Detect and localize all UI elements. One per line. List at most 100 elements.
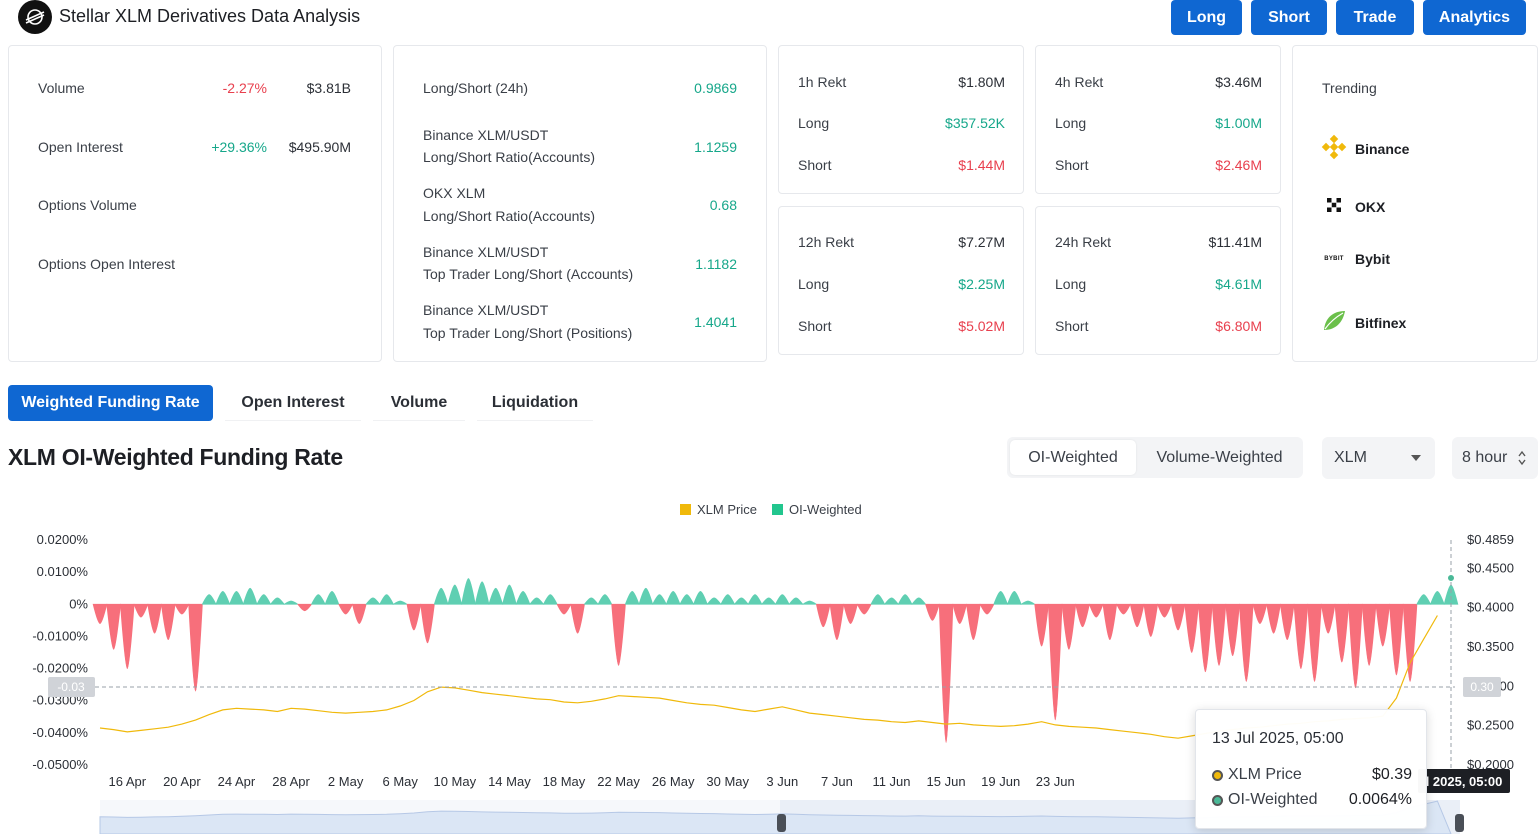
legend-label-oi: OI-Weighted bbox=[789, 502, 862, 517]
tab-liquidation[interactable]: Liquidation bbox=[477, 385, 593, 421]
tab-weighted-funding-rate[interactable]: Weighted Funding Rate bbox=[8, 385, 213, 421]
interval-select[interactable]: 8 hour bbox=[1452, 437, 1538, 479]
funding-bar bbox=[1402, 603, 1418, 682]
funding-bar bbox=[120, 603, 135, 669]
funding-bar bbox=[1061, 603, 1077, 650]
funding-bar bbox=[1266, 603, 1281, 634]
funding-bar bbox=[529, 597, 545, 605]
funding-bar bbox=[447, 584, 463, 605]
funding-bar bbox=[583, 597, 599, 605]
analytics-button[interactable]: Analytics bbox=[1423, 0, 1526, 35]
y-right-tick: $0.4859 bbox=[1467, 532, 1514, 547]
rekt-long-label: Long bbox=[798, 115, 830, 131]
ratio-value: 0.68 bbox=[709, 197, 737, 213]
funding-bar bbox=[229, 591, 244, 605]
volume-change: -2.27% bbox=[222, 80, 267, 96]
rekt-short-value: $2.46M bbox=[1215, 157, 1262, 173]
x-tick: 23 Jun bbox=[1036, 774, 1075, 789]
symbol-select-value: XLM bbox=[1334, 449, 1367, 466]
rekt-short-value: $5.02M bbox=[958, 318, 1005, 334]
okx-icon bbox=[1321, 192, 1347, 221]
x-tick: 3 Jun bbox=[766, 774, 798, 789]
summary-label-options-volume: Options Volume bbox=[38, 197, 137, 213]
legend-label-price: XLM Price bbox=[697, 502, 757, 517]
chart-tooltip: 13 Jul 2025, 05:00 XLM Price $0.39 OI-We… bbox=[1195, 709, 1427, 829]
funding-bar bbox=[392, 600, 409, 605]
crosshair-left-badge bbox=[48, 677, 95, 697]
ratios-card: Long/Short (24h) 0.9869 Binance XLM/USDT… bbox=[393, 45, 767, 362]
funding-bar bbox=[788, 597, 804, 605]
x-tick: 15 Jun bbox=[927, 774, 966, 789]
funding-bar bbox=[256, 594, 272, 605]
tab-open-interest[interactable]: Open Interest bbox=[225, 385, 361, 421]
y-right-tick: $0.4500 bbox=[1467, 560, 1514, 575]
interval-select-value: 8 hour bbox=[1462, 449, 1508, 466]
ratio-sublabel: Long/Short Ratio(Accounts) bbox=[423, 149, 595, 165]
trade-button[interactable]: Trade bbox=[1336, 0, 1414, 35]
rekt-short-label: Short bbox=[798, 318, 832, 334]
y-right-tick: $0.3000 bbox=[1467, 678, 1514, 693]
rekt-title: 1h Rekt bbox=[798, 74, 847, 90]
crosshair-left-label: -0.03 bbox=[57, 680, 85, 694]
trending-item-bybit[interactable]: BYBIT Bybit bbox=[1321, 251, 1390, 267]
bitfinex-icon bbox=[1321, 308, 1347, 337]
rekt-long-value: $1.00M bbox=[1215, 115, 1262, 131]
trending-item-okx[interactable]: OKX bbox=[1321, 192, 1385, 221]
funding-bar bbox=[1429, 591, 1445, 605]
funding-bar bbox=[1279, 603, 1295, 641]
funding-bar bbox=[815, 603, 831, 628]
x-tick: 18 May bbox=[543, 774, 586, 789]
symbol-select[interactable]: XLM bbox=[1322, 437, 1435, 479]
funding-bar bbox=[1361, 603, 1377, 666]
funding-bar bbox=[761, 597, 777, 605]
rekt-short-label: Short bbox=[798, 157, 832, 173]
rekt-title: 12h Rekt bbox=[798, 234, 855, 250]
x-tick: 6 May bbox=[383, 774, 419, 789]
rekt-card-4h: 4h Rekt $3.46M Long $1.00M Short $2.46M bbox=[1035, 45, 1281, 194]
funding-bar bbox=[1293, 603, 1309, 669]
summary-label-open-interest: Open Interest bbox=[38, 139, 123, 155]
rekt-short-value: $6.80M bbox=[1215, 318, 1262, 334]
y-left-tick: 0% bbox=[69, 596, 88, 611]
x-tick: 26 May bbox=[652, 774, 695, 789]
funding-bar bbox=[733, 597, 750, 605]
bybit-icon: BYBIT bbox=[1324, 256, 1344, 262]
trending-item-bitfinex[interactable]: Bitfinex bbox=[1321, 308, 1406, 337]
funding-bar bbox=[188, 603, 203, 692]
oi-weighted-option[interactable]: OI-Weighted bbox=[1010, 440, 1136, 475]
funding-bar bbox=[1170, 603, 1186, 631]
funding-bar bbox=[365, 597, 381, 605]
funding-bar bbox=[829, 603, 845, 641]
funding-bar bbox=[897, 594, 913, 605]
y-left-tick: 0.0200% bbox=[37, 532, 89, 547]
long-button[interactable]: Long bbox=[1171, 0, 1242, 35]
funding-bar bbox=[938, 603, 954, 743]
trending-item-label: Bybit bbox=[1355, 251, 1390, 267]
funding-bar bbox=[461, 578, 476, 605]
rekt-total: $7.27M bbox=[958, 234, 1005, 250]
rekt-long-value: $4.61M bbox=[1215, 276, 1262, 292]
chart-legend: XLM Price OI-Weighted bbox=[680, 502, 862, 517]
funding-bar bbox=[952, 603, 968, 624]
trending-item-label: Bitfinex bbox=[1355, 314, 1407, 331]
funding-bar bbox=[406, 603, 422, 631]
rekt-total: $1.80M bbox=[958, 74, 1005, 90]
trending-item-binance[interactable]: Binance bbox=[1321, 134, 1409, 163]
funding-bar bbox=[693, 591, 708, 605]
funding-bar bbox=[1389, 603, 1404, 676]
open-interest-change: +29.36% bbox=[211, 139, 267, 155]
x-tick: 14 May bbox=[488, 774, 531, 789]
funding-bar bbox=[282, 600, 300, 605]
y-left-tick: -0.0300% bbox=[32, 693, 88, 708]
short-button[interactable]: Short bbox=[1251, 0, 1327, 35]
funding-bar bbox=[488, 587, 504, 605]
volume-weighted-option[interactable]: Volume-Weighted bbox=[1156, 448, 1283, 466]
tab-volume[interactable]: Volume bbox=[373, 385, 465, 421]
navigator-right-handle[interactable] bbox=[1455, 814, 1464, 832]
crosshair-point-oi bbox=[1447, 574, 1455, 582]
rekt-short-value: $1.44M bbox=[958, 157, 1005, 173]
navigator-left-handle[interactable] bbox=[777, 814, 786, 832]
x-tick: 20 Apr bbox=[163, 774, 201, 789]
tooltip-date: 13 Jul 2025, 05:00 bbox=[1212, 730, 1344, 747]
funding-bar bbox=[1088, 603, 1104, 618]
